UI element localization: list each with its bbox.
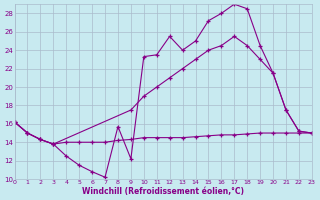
X-axis label: Windchill (Refroidissement éolien,°C): Windchill (Refroidissement éolien,°C): [82, 187, 244, 196]
